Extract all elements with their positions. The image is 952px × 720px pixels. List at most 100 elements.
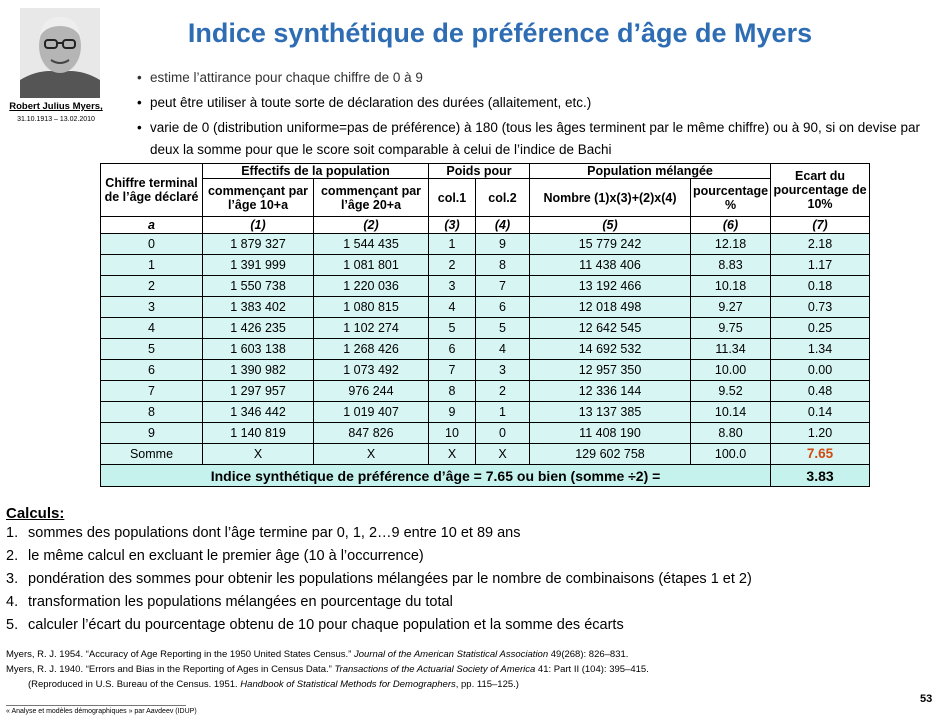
sum-cell: 7.65 [770,443,871,465]
data-cell: 1.34 [770,338,871,360]
data-cell: 1 [428,233,476,255]
reference: (Reproduced in U.S. Bureau of the Census… [6,679,649,694]
step-text: sommes des populations dont l’âge termin… [28,525,521,541]
step-number: 1. [6,525,19,541]
header-cell: Poids pour [428,163,530,179]
reference-part: Journal of the American Statistical Asso… [353,649,549,660]
reference-part: , pp. 115–125.) [455,679,519,690]
header-cell: col.2 [475,178,530,217]
data-cell: 9 [428,401,476,423]
header-cell: Chiffre terminal de l’âge déclaré [100,163,203,217]
data-cell: 15 779 242 [529,233,691,255]
data-cell: 1 [475,401,530,423]
header-row: Chiffre terminal de l’âge déclaré Effecti… [100,163,871,217]
data-cell: 3 [100,296,203,318]
header-row: a (1) (2) (3) (4) (5) (6) (7) [100,216,871,234]
data-cell: 13 192 466 [529,275,691,297]
data-cell: 10 [428,422,476,444]
reference-part: Myers, R. J. 1954. “Accuracy of Age Repo… [6,649,354,660]
data-cell: 7 [428,359,476,381]
data-cell: 1 879 327 [202,233,314,255]
data-cell: 1 391 999 [202,254,314,276]
data-cell: 847 826 [313,422,429,444]
header-cell: (5) [529,216,691,234]
footer-rule [6,705,186,706]
step-text: le même calcul en excluant le premier âg… [28,548,424,564]
reference: Myers, R. J. 1940. “Errors and Bias in t… [6,664,649,679]
header-cell: Ecart du pourcentage de 10% [770,163,871,217]
page-number: 53 [920,693,933,705]
data-cell: 1 426 235 [202,317,314,339]
data-cell: 0.14 [770,401,871,423]
data-cell: 2 [428,254,476,276]
data-cell: 11.34 [689,338,772,360]
reference-part: Handbook of Statistical Methods for Demo… [240,679,456,690]
data-cell: 6 [100,359,203,381]
data-cell: 12.18 [689,233,772,255]
header-cell: (2) [313,216,429,234]
data-cell: 11 408 190 [529,422,691,444]
steps: 1. sommes des populations dont l’âge term… [6,525,752,640]
bullet: peut être utiliser à toute sorte de décl… [137,92,937,114]
step: 2. le même calcul en excluant le premier … [6,548,752,571]
data-cell: 1 [100,254,203,276]
title: Indice synthétique de préférence d’âge d… [187,18,813,48]
data-cell: 1 081 801 [313,254,429,276]
reference-part: Myers, R. J. 1940. “Errors and Bias in t… [6,664,335,675]
sum-cell: X [313,443,429,465]
step-number: 2. [6,548,19,564]
header-cell: (7) [770,216,871,234]
references: Myers, R. J. 1954. “Accuracy of Age Repo… [6,649,649,694]
header-cell: commençant par l’âge 20+a [313,178,429,217]
header-cell: col.1 [428,178,476,217]
data-cell: 8 [475,254,530,276]
header-cell: a [100,216,203,234]
step-text: calculer l’écart du pourcentage obtenu d… [28,617,624,633]
header-cell: (6) [689,216,772,234]
data-cell: 976 244 [313,380,429,402]
data-cell: 4 [475,338,530,360]
data-cell: 0.00 [770,359,871,381]
reference-part: (Reproduced in U.S. Bureau of the Census… [28,679,241,690]
step: 4. transformation les populations mélangé… [6,594,752,617]
data-cell: 3 [428,275,476,297]
data-cell: 2 [100,275,203,297]
data-cell: 1 268 426 [313,338,429,360]
data-cell: 0.48 [770,380,871,402]
data-cell: 1 603 138 [202,338,314,360]
data-cell: 1 346 442 [202,401,314,423]
data-cell: 14 692 532 [529,338,691,360]
data-cell: 7 [100,380,203,402]
data-cell: 1 220 036 [313,275,429,297]
sum-cell: X [475,443,530,465]
header-cell: (4) [475,216,530,234]
photo-dates: 31.10.1913 – 13.02.2010 [17,116,95,123]
data-cell: 1 102 274 [313,317,429,339]
data-cell: 10.14 [689,401,772,423]
bullet-list: estime l’attirance pour chaque chiffre d… [137,67,937,164]
header-cell: commençant par l’âge 10+a [202,178,314,217]
data-cell: 5 [428,317,476,339]
data-cell: 8 [428,380,476,402]
data-cell: 1 550 738 [202,275,314,297]
data-cell: 1 297 957 [202,380,314,402]
header-cell: Effectifs de la population [202,163,429,179]
sum-cell: Somme [100,443,203,465]
header-cell: Population mélangée [528,163,772,179]
bullet: estime l’attirance pour chaque chiffre d… [137,67,937,89]
header-cell: Nombre (1)x(3)+(2)x(4) [529,178,691,217]
data-cell: 3 [475,359,530,381]
data-cell: 0.73 [770,296,871,318]
data-cell: 9.27 [689,296,772,318]
data-cell: 1 390 982 [202,359,314,381]
data-cell: 5 [475,317,530,339]
footer: « Analyse et modèles démographiques » pa… [6,708,197,715]
step-number: 3. [6,571,19,587]
data-cell: 2 [475,380,530,402]
step: 3. pondération des sommes pour obtenir le… [6,571,752,594]
